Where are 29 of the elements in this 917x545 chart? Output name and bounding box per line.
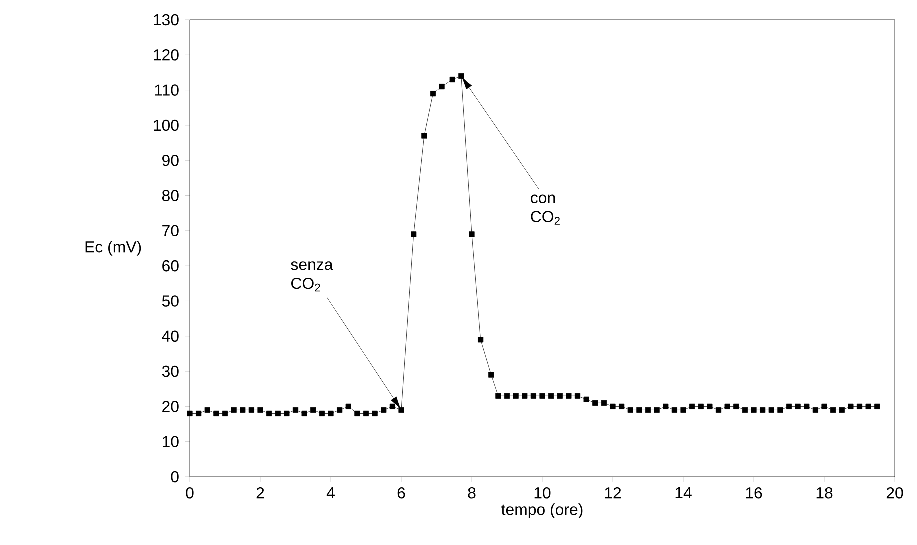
x-tick-label: 14 xyxy=(676,487,692,498)
y-tick-label: 110 xyxy=(155,84,179,96)
x-tick-label: 0 xyxy=(186,488,194,499)
y-tick-label: 80 xyxy=(162,190,179,202)
annotation: senza CO$_{2}$ xyxy=(291,262,334,292)
x-tick-label: 8 xyxy=(468,488,476,499)
x-tick-label: 12 xyxy=(605,488,622,499)
x-tick-label: 2 xyxy=(256,488,264,499)
x-tick-label: 4 xyxy=(326,487,335,498)
y-tick-label: 120 xyxy=(154,50,179,61)
annotation: con CO$_{2}$ xyxy=(531,194,560,225)
y-tick-label: 70 xyxy=(162,225,179,237)
y-axis-title: Ec (mV) xyxy=(86,241,142,256)
x-tick-label: 16 xyxy=(746,488,762,499)
x-tick-label: 18 xyxy=(816,488,833,499)
y-tick-label: 30 xyxy=(162,366,179,378)
y-tick-label: 20 xyxy=(162,401,179,412)
y-tick-label: 100 xyxy=(154,120,179,132)
x-tick-label: 6 xyxy=(398,488,406,499)
x-tick-label: 20 xyxy=(886,488,904,499)
y-tick-label: 0 xyxy=(171,471,179,483)
y-tick-label: 50 xyxy=(162,296,179,307)
x-axis-title: tempo (ore) xyxy=(502,504,583,518)
y-tick-label: 130 xyxy=(154,14,179,26)
y-tick-label: 90 xyxy=(162,154,179,166)
y-tick-label: 40 xyxy=(162,330,179,342)
x-tick-label: 10 xyxy=(534,488,551,499)
y-tick-label: 60 xyxy=(162,260,179,272)
y-tick-label: 10 xyxy=(162,436,179,448)
